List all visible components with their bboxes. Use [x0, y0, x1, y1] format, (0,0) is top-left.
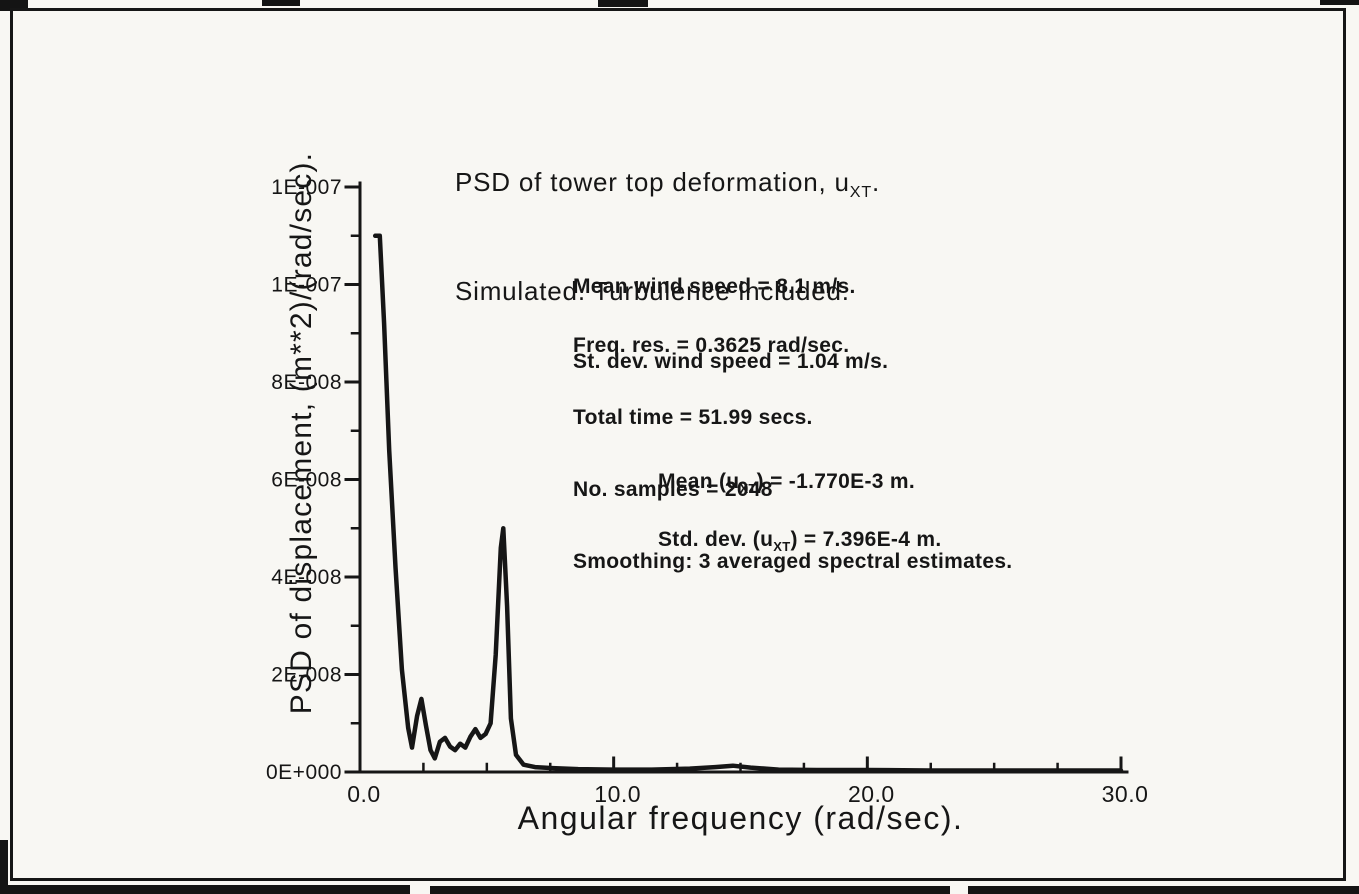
annotation-line: No. samples = 2048 — [573, 478, 773, 501]
annotation-line: Freq. res. = 0.3625 rad/sec. — [573, 334, 850, 357]
subscript-xt: XT — [739, 481, 757, 497]
mean-displacement-annotation: Mean (uXT) = -1.770E-3 m. — [658, 470, 915, 496]
wind-stats-annotation: Mean wind speed = 8.1 m/s. St. dev. wind… — [573, 224, 888, 424]
chart-title: PSD of tower top deformation, uXT. Simul… — [455, 100, 880, 374]
tick-label: 6E-008 — [271, 469, 342, 492]
page-border — [10, 8, 1346, 881]
psd-curve — [372, 233, 1124, 773]
title-text: . — [871, 167, 880, 197]
annotation-line: Mean wind speed = 8.1 m/s. — [573, 275, 856, 298]
y-axis-label: PSD of displacement, (m**2)/(rad/sec). — [285, 151, 318, 715]
chart-title-line2: Simulated. Turbulence included. — [455, 276, 850, 307]
scan-artifact — [0, 885, 410, 894]
scan-artifact — [1320, 0, 1359, 5]
title-text: PSD of tower top deformation, u — [455, 167, 850, 197]
scan-artifact — [598, 0, 648, 7]
annotation-line: St. dev. wind speed = 1.04 m/s. — [573, 350, 889, 373]
tick-label: 10.0 — [594, 781, 641, 807]
annotation-line: Smoothing: 3 averaged spectral estimates… — [573, 550, 1013, 573]
subscript-xt: XT — [849, 183, 872, 202]
x-axis-label: Angular frequency (rad/sec). — [517, 800, 964, 836]
tick-label: 1E-007 — [271, 274, 342, 297]
annotation-line: Total time = 51.99 secs. — [573, 406, 813, 429]
scan-artifact — [430, 886, 950, 894]
annotation-text: ) = 7.396E-4 m. — [790, 528, 942, 551]
tick-label: 8E-008 — [271, 371, 342, 394]
tick-label: 0E+000 — [266, 761, 342, 784]
scan-artifact — [968, 886, 1359, 894]
annotation-text: Mean (u — [658, 470, 740, 493]
tick-label: 0.0 — [347, 781, 380, 807]
tick-label: 4E-008 — [271, 566, 342, 589]
tick-label: 1E-007 — [271, 176, 342, 199]
tick-label: 2E-008 — [271, 664, 342, 687]
tick-label: 30.0 — [1102, 781, 1149, 807]
subscript-xt: XT — [773, 539, 791, 555]
scan-artifact — [0, 0, 28, 11]
annotation-text: Std. dev. (u — [658, 528, 774, 551]
scan-artifact — [262, 0, 300, 6]
scan-artifact — [0, 840, 8, 894]
analysis-params-annotation: Freq. res. = 0.3625 rad/sec. Total time … — [573, 286, 1012, 622]
annotation-text: ) = -1.770E-3 m. — [756, 470, 915, 493]
chart-title-line1: PSD of tower top deformation, uXT. — [455, 166, 880, 209]
std-displacement-annotation: Std. dev. (uXT) = 7.396E-4 m. — [658, 528, 941, 554]
tick-label: 20.0 — [848, 781, 895, 807]
